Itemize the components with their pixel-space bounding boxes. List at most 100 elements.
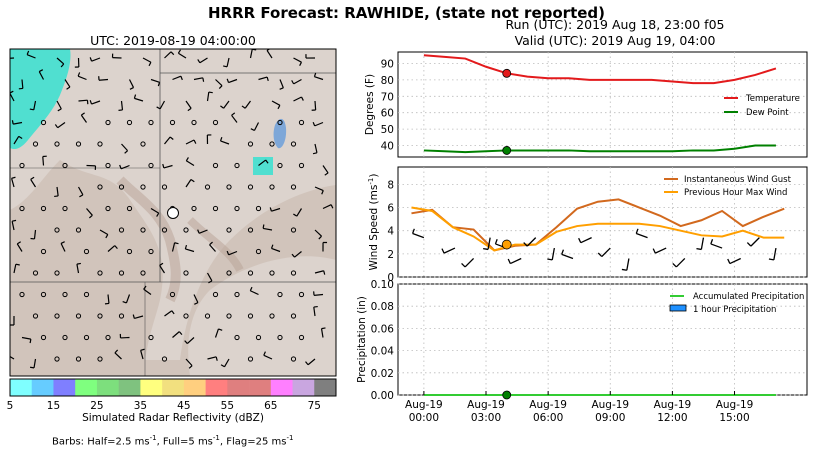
map-wind-barb	[18, 79, 24, 90]
map-wind-barb	[249, 286, 259, 296]
calm-wind-marker	[161, 184, 168, 190]
calm-wind-marker	[126, 248, 133, 255]
map-wind-barb	[223, 57, 230, 68]
map-wind-barb	[30, 176, 37, 188]
calm-wind-marker	[290, 184, 297, 190]
calm-wind-marker	[269, 141, 275, 147]
calm-wind-marker	[298, 334, 305, 341]
map-wind-barb	[293, 57, 303, 66]
calm-wind-marker	[62, 205, 68, 212]
colorbar-swatch	[270, 379, 293, 396]
calm-wind-marker	[54, 356, 60, 362]
calm-wind-marker	[62, 162, 68, 169]
y-tick-label: 0.06	[371, 323, 395, 335]
x-tick-label: Aug-19	[716, 399, 754, 411]
calm-wind-marker	[161, 227, 168, 233]
valid-time-label: Valid (UTC): 2019 Aug 19, 04:00	[514, 33, 716, 48]
plot-frame	[397, 283, 808, 396]
map-wind-barb	[185, 179, 195, 188]
map-wind-barb	[77, 72, 87, 81]
map-wind-barb	[184, 337, 195, 345]
colorbar-swatch	[314, 379, 337, 396]
calm-wind-marker	[234, 205, 240, 212]
calm-wind-marker	[97, 270, 103, 276]
station-marker	[167, 207, 179, 219]
calm-wind-marker	[148, 334, 154, 341]
wind-barb	[441, 247, 456, 254]
x-tick-label: Aug-19	[529, 399, 567, 411]
map-wind-barb	[322, 165, 329, 176]
x-tick-label: 09:00	[595, 412, 625, 424]
map-wind-barb	[262, 224, 273, 231]
wind-barb	[768, 247, 777, 261]
map-wind-barb	[119, 164, 130, 170]
map-wind-barb	[320, 327, 326, 338]
map-title: UTC: 2019-08-19 04:00:00	[90, 33, 256, 48]
radar-echo-east	[253, 157, 273, 175]
map-wind-barb	[171, 242, 179, 252]
calm-wind-marker	[83, 334, 90, 341]
map-wind-barb	[185, 358, 193, 369]
colorbar: 5 15 25 35 45 55 65 75	[7, 378, 337, 412]
map-wind-barb	[220, 358, 230, 368]
colorbar-swatch	[227, 379, 250, 396]
colorbar-swatch	[10, 379, 33, 396]
calm-wind-marker	[97, 356, 103, 362]
map-wind-barb	[226, 78, 238, 84]
calm-wind-marker	[140, 227, 146, 233]
calm-wind-marker	[290, 270, 297, 276]
map-wind-barb	[197, 57, 208, 64]
wind-barb	[483, 237, 491, 251]
map-wind-barb	[185, 100, 192, 112]
calm-wind-marker	[277, 334, 283, 341]
calm-wind-marker	[226, 227, 232, 233]
map-wind-barb	[118, 100, 124, 111]
colorbar-swatch	[162, 379, 185, 396]
calm-wind-marker	[247, 184, 254, 190]
x-tick-label: Aug-19	[467, 399, 505, 411]
calm-wind-marker	[83, 248, 90, 255]
map-wind-barb	[16, 241, 23, 252]
calm-wind-marker	[247, 356, 254, 362]
colorbar-tick-label: 65	[264, 400, 277, 412]
calm-wind-marker	[169, 119, 176, 126]
map-wind-barb	[132, 314, 144, 320]
calm-wind-marker	[75, 227, 82, 233]
colorbar-swatch	[75, 379, 98, 396]
calm-wind-marker	[212, 291, 219, 298]
y-axis-label: Wind Speed (ms-1)	[367, 174, 380, 271]
map-wind-barb	[114, 349, 122, 360]
map-wind-barb	[86, 164, 97, 170]
y-tick-label: 90	[381, 58, 394, 70]
calm-wind-marker	[290, 141, 297, 147]
wind-barb	[710, 239, 723, 249]
map-wind-barb	[184, 244, 195, 253]
map-wind-barb	[142, 57, 152, 67]
calm-wind-marker	[183, 270, 189, 276]
wind-barb	[547, 247, 555, 261]
map-wind-barb	[241, 100, 251, 109]
y-tick-label: 0.10	[371, 279, 394, 291]
calm-wind-marker	[247, 141, 254, 147]
map-wind-barb	[133, 94, 144, 102]
calm-wind-marker	[191, 119, 197, 126]
map-wind-barb	[172, 75, 183, 81]
colorbar-label: Simulated Radar Reflectivity (dBZ)	[82, 412, 264, 424]
map-wind-barb	[89, 57, 101, 62]
map-wind-barb	[86, 208, 93, 219]
map-wind-barb	[313, 291, 324, 296]
calm-wind-marker	[148, 119, 154, 126]
calm-wind-marker	[277, 291, 283, 298]
calm-wind-marker	[40, 291, 47, 298]
calm-wind-marker	[247, 270, 254, 276]
map-wind-barb	[26, 50, 36, 59]
legend-label: Previous Hour Max Wind	[684, 188, 787, 198]
legend-label: 1 hour Precipitation	[693, 305, 776, 315]
wind-barb	[461, 258, 475, 268]
colorbar-swatch	[183, 379, 206, 396]
calm-wind-marker	[118, 227, 125, 233]
map-wind-barb	[164, 136, 174, 145]
map-wind-barb	[291, 78, 302, 85]
calm-wind-marker	[204, 313, 211, 319]
